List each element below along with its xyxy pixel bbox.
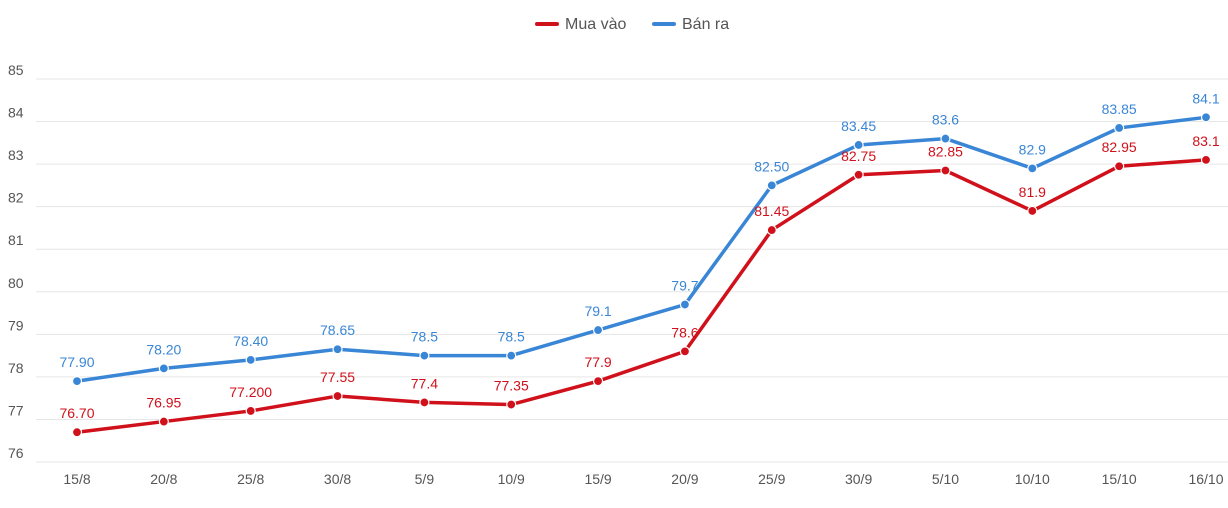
data-point[interactable] [419,350,430,361]
y-tick-label: 77 [8,402,24,418]
data-label: 82.9 [1019,141,1046,157]
y-tick-label: 85 [8,62,24,78]
x-axis-ticks: 15/8 20/8 25/8 30/8 5/9 10/9 15/9 20/9 25/9 30/9 5… [63,471,1223,487]
x-tick-label: 20/8 [150,471,177,487]
y-axis-ticks: 76 77 78 79 80 81 82 83 84 85 [8,62,24,461]
x-tick-label: 25/9 [758,471,785,487]
data-point[interactable] [245,405,256,417]
legend-item-1[interactable]: Bán ra [652,16,729,33]
y-tick-label: 81 [8,232,24,248]
data-point[interactable] [332,344,343,355]
data-point[interactable] [940,165,951,176]
data-label: 77.200 [229,384,272,400]
data-point[interactable] [766,224,777,236]
data-point[interactable] [679,299,691,310]
x-tick-label: 5/9 [415,471,435,487]
data-label: 84.1 [1192,90,1219,106]
data-point[interactable] [158,363,169,374]
data-point[interactable] [1027,163,1038,174]
x-tick-label: 10/10 [1015,471,1050,487]
data-point[interactable] [853,169,864,180]
x-tick-label: 16/10 [1188,471,1223,487]
data-label: 82.50 [754,158,789,174]
data-label: 83.85 [1102,101,1137,117]
y-tick-label: 82 [8,190,24,206]
x-tick-label: 25/8 [237,471,264,487]
data-point[interactable] [940,133,951,144]
data-label: 83.45 [841,118,876,134]
data-label: 78.65 [320,322,355,338]
data-point[interactable] [506,399,517,410]
legend-item-0[interactable]: Mua vào [535,16,626,33]
x-tick-label: 15/9 [584,471,611,487]
data-label: 77.35 [494,378,529,394]
x-tick-label: 20/9 [671,471,698,487]
y-tick-label: 79 [8,317,24,333]
data-point[interactable] [679,346,691,357]
data-label: 78.20 [146,341,181,357]
data-label: 76.95 [146,395,181,411]
data-point[interactable] [853,139,864,151]
data-point[interactable] [245,354,256,365]
data-label: 77.55 [320,369,355,385]
data-label: 77.90 [59,354,94,370]
data-point[interactable] [1200,112,1212,123]
data-label: 78.6 [671,324,698,340]
data-label: 77.9 [584,354,611,370]
data-point[interactable] [1200,154,1212,165]
data-point[interactable] [592,376,604,387]
data-point[interactable] [1027,205,1038,217]
grid-lines [36,78,1228,463]
data-label: 78.5 [498,329,525,345]
data-point[interactable] [592,324,604,336]
y-tick-label: 83 [8,147,24,163]
data-point[interactable] [332,390,343,402]
x-tick-label: 15/10 [1102,471,1137,487]
data-point[interactable] [1114,122,1125,134]
y-tick-label: 76 [8,445,24,461]
x-tick-label: 15/8 [63,471,90,487]
x-tick-label: 10/9 [498,471,525,487]
legend[interactable]: Mua vào Bán ra [535,16,729,33]
data-label: 79.7 [671,278,698,294]
data-labels: 76.70 76.95 77.200 77.55 77.4 77.35 77.9 78.6 81… [59,90,1219,421]
data-point[interactable] [1114,161,1125,172]
x-tick-label: 30/9 [845,471,872,487]
data-point[interactable] [766,180,777,191]
data-point[interactable] [506,350,517,361]
series-line-1 [75,115,1208,383]
data-label: 82.85 [928,143,963,159]
data-label: 82.75 [841,148,876,164]
data-point[interactable] [71,427,83,438]
data-label: 82.95 [1102,139,1137,155]
data-label: 78.40 [233,333,268,349]
data-point[interactable] [419,397,430,408]
data-point[interactable] [71,376,83,387]
data-label: 83.1 [1192,133,1219,149]
legend-label: Bán ra [682,16,729,33]
x-tick-label: 5/10 [932,471,959,487]
data-label: 78.5 [411,329,438,345]
series-lines [71,112,1212,438]
data-label: 79.1 [584,303,611,319]
data-point[interactable] [158,416,169,427]
y-tick-label: 78 [8,360,24,376]
x-tick-label: 30/8 [324,471,351,487]
y-tick-label: 80 [8,275,24,291]
data-label: 83.6 [932,112,959,128]
data-label: 81.9 [1019,184,1046,200]
data-label: 77.4 [411,375,438,391]
data-label: 76.70 [59,405,94,421]
legend-label: Mua vào [565,16,626,33]
y-tick-label: 84 [8,105,24,121]
data-label: 81.45 [754,203,789,219]
series-line-0 [75,158,1208,434]
